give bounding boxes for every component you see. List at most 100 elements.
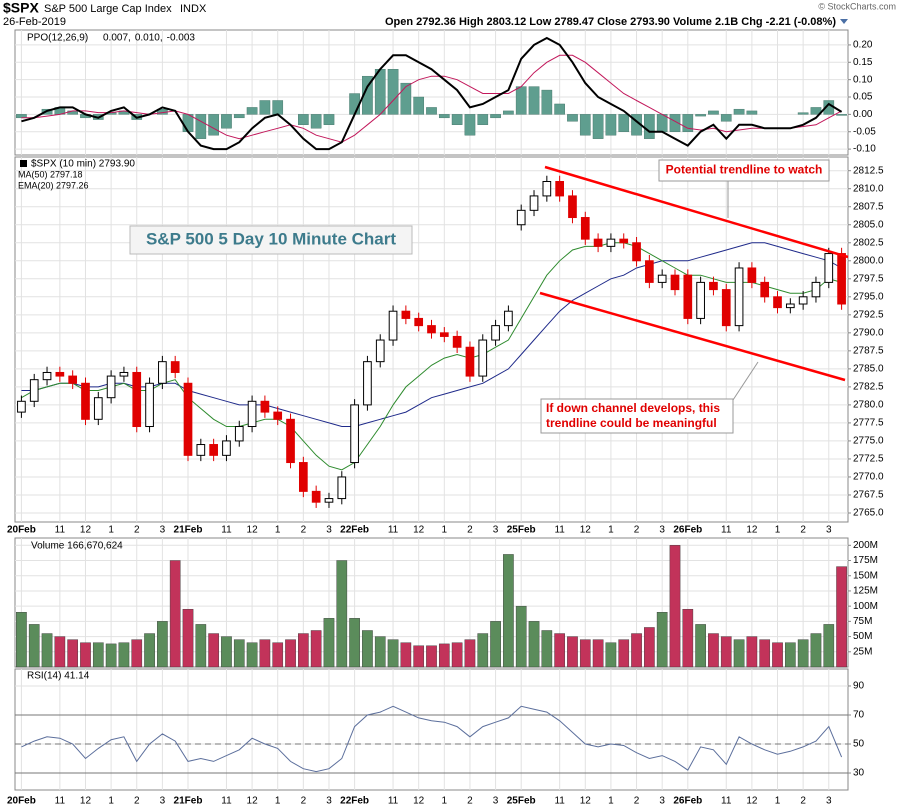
dropdown-icon[interactable] <box>840 19 848 24</box>
credit: © StockCharts.com <box>818 1 896 11</box>
candle-body <box>465 346 475 377</box>
volume-bar <box>733 639 745 668</box>
y-tick-label: 25M <box>853 646 872 657</box>
volume-bar <box>836 566 847 668</box>
x-tick-label: 1 <box>608 525 614 536</box>
candle-body <box>683 274 693 319</box>
y-tick-label: 100M <box>853 601 878 612</box>
candle-body <box>401 310 411 319</box>
y-tick-label: 2805.0 <box>853 219 884 230</box>
volume-bar <box>503 554 514 668</box>
candle-body <box>439 332 449 337</box>
x-tick-label: 22Feb <box>340 796 369 807</box>
histogram-bar <box>592 114 604 139</box>
candle-body <box>580 217 590 240</box>
candle-body <box>632 242 641 262</box>
histogram-bar <box>387 69 399 115</box>
volume-bar <box>28 624 40 668</box>
x-tick-label: 11 <box>221 796 232 807</box>
candle-body <box>81 382 90 420</box>
volume-bar <box>336 560 348 668</box>
volume-bar <box>682 608 694 668</box>
x-tick-label: 11 <box>55 796 66 807</box>
indicator-line <box>21 36 843 151</box>
x-tick-label: 1 <box>108 525 114 536</box>
candle-body <box>299 462 308 492</box>
volume-bar <box>221 636 232 668</box>
moving-average <box>21 242 842 471</box>
annotation-box <box>658 159 830 182</box>
histogram-bar <box>579 114 591 136</box>
histogram-bar <box>451 114 463 125</box>
candle-body <box>29 379 39 402</box>
volume-bar <box>644 627 655 668</box>
volume-bar <box>67 639 78 668</box>
x-tick-label: 1 <box>775 525 781 536</box>
candle-body <box>273 411 283 420</box>
x-tick-label: 2 <box>467 796 473 807</box>
volume-bar <box>656 612 668 668</box>
histogram-bar <box>720 114 732 122</box>
x-tick-label: 12 <box>413 525 425 536</box>
candle-body <box>17 400 26 413</box>
x-tick-label: 22Feb <box>340 525 369 536</box>
histogram-bar <box>554 103 565 115</box>
candle-body <box>606 238 616 247</box>
volume-bar <box>451 642 463 668</box>
candle-body <box>427 325 436 334</box>
y-tick-label: 50M <box>853 631 872 642</box>
y-tick-label: 0.05 <box>853 92 873 103</box>
histogram-bar <box>323 114 335 125</box>
volume-bar <box>515 605 527 668</box>
candle-body <box>619 238 629 244</box>
candle-body <box>247 400 257 428</box>
candle-body <box>414 317 424 327</box>
volume-bar <box>131 639 143 668</box>
candle-body <box>42 371 52 381</box>
quote: Open 2792.36 High 2803.12 Low 2789.47 Cl… <box>385 16 836 28</box>
volume-bar <box>554 633 565 668</box>
x-tick-label: 2 <box>800 796 806 807</box>
volume-bar <box>41 633 53 668</box>
candle-body <box>824 253 834 283</box>
candle-body <box>196 444 206 456</box>
x-tick-label: 12 <box>580 796 592 807</box>
x-tick-label: 11 <box>221 525 232 536</box>
candle-body <box>657 274 667 283</box>
candle-body <box>670 274 680 291</box>
y-tick-label: 2775.0 <box>853 436 884 447</box>
histogram-bar <box>438 114 450 119</box>
y-tick-label: 2800.0 <box>853 255 884 266</box>
y-tick-label: 200M <box>853 540 878 551</box>
y-tick-label: 125M <box>853 586 878 597</box>
y-tick-label: 2797.5 <box>853 273 884 284</box>
panel-title: RSI(14) 41.14 <box>27 671 90 682</box>
x-tick-label: 3 <box>826 525 832 536</box>
rsi-line <box>21 705 843 773</box>
candle-body <box>170 361 180 373</box>
callout-line <box>732 361 759 401</box>
x-tick-label: 2 <box>634 796 640 807</box>
histogram-bar <box>233 114 245 119</box>
volume-bar <box>118 642 130 668</box>
volume-bar <box>298 633 309 668</box>
candle-body <box>542 181 552 197</box>
candle-body <box>721 289 731 327</box>
candle-body <box>68 375 78 384</box>
candle-body <box>222 440 231 456</box>
volume-bar <box>246 642 258 668</box>
histogram-bar <box>656 114 668 132</box>
panel-title: Volume 166,670,624 <box>31 541 123 552</box>
title-box <box>129 225 413 255</box>
volume-bar <box>259 639 271 668</box>
x-tick-label: 26Feb <box>673 796 702 807</box>
histogram-bar <box>477 114 489 125</box>
volume-bar <box>233 639 245 668</box>
histogram-bar <box>259 100 271 115</box>
y-tick-label: 2812.5 <box>853 165 884 176</box>
candle-body <box>568 195 577 219</box>
volume-bar <box>105 643 117 668</box>
histogram-bar <box>541 89 553 115</box>
volume-bar <box>759 639 771 668</box>
